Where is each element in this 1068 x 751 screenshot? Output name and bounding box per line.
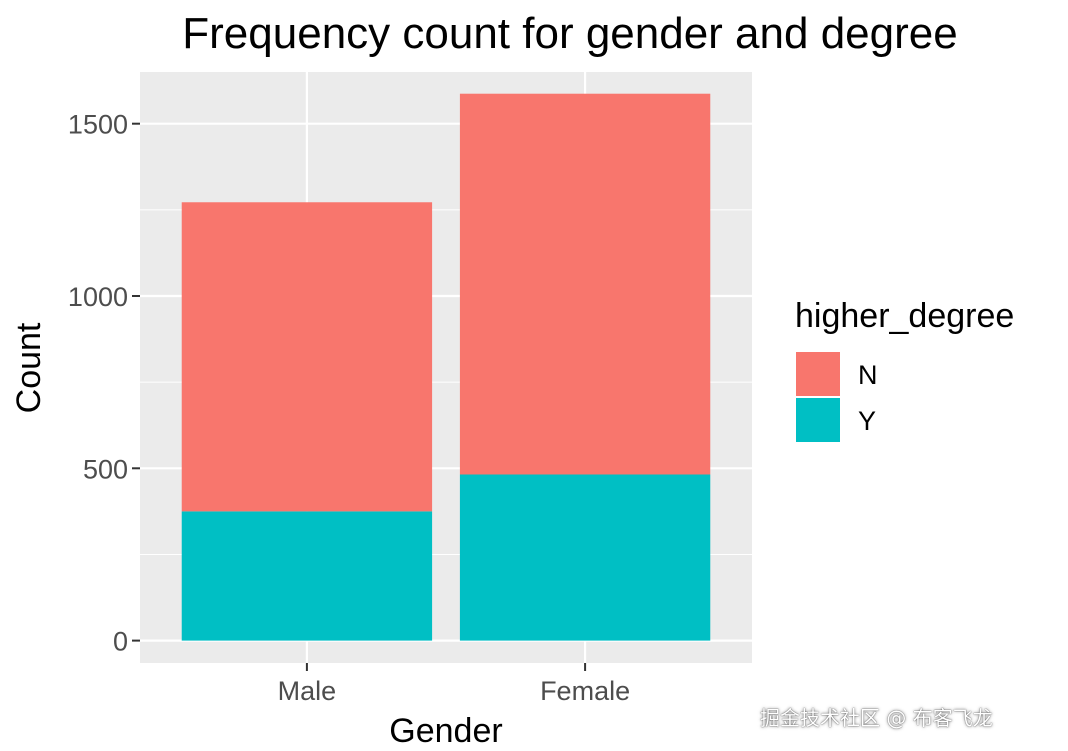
bar-female-n [459,93,711,475]
legend-label-n: N [858,360,878,390]
y-axis-label: Count [10,322,48,413]
bar-male-n [181,202,433,512]
bar-female-y [459,474,711,641]
watermark: 掘金技术社区 @ 布客飞龙 [760,706,993,730]
x-axis-ticks: Male Female [278,663,630,706]
y-tick-label: 1500 [68,110,128,140]
x-tick-label: Female [540,676,630,706]
bar-male-y [181,511,433,641]
x-tick-label: Male [278,676,337,706]
y-axis-ticks: 0 500 1000 1500 [68,110,140,657]
legend-key-n [796,352,840,396]
bars [181,93,711,641]
y-tick-label: 0 [113,627,128,657]
y-tick-label: 1000 [68,282,128,312]
y-tick-label: 500 [83,454,128,484]
legend-key-y [796,398,840,442]
x-axis-label: Gender [389,712,502,750]
chart-title: Frequency count for gender and degree [182,9,957,58]
legend: higher_degree NY [795,297,1014,442]
legend-title: higher_degree [795,297,1014,335]
legend-label-y: Y [858,406,876,436]
